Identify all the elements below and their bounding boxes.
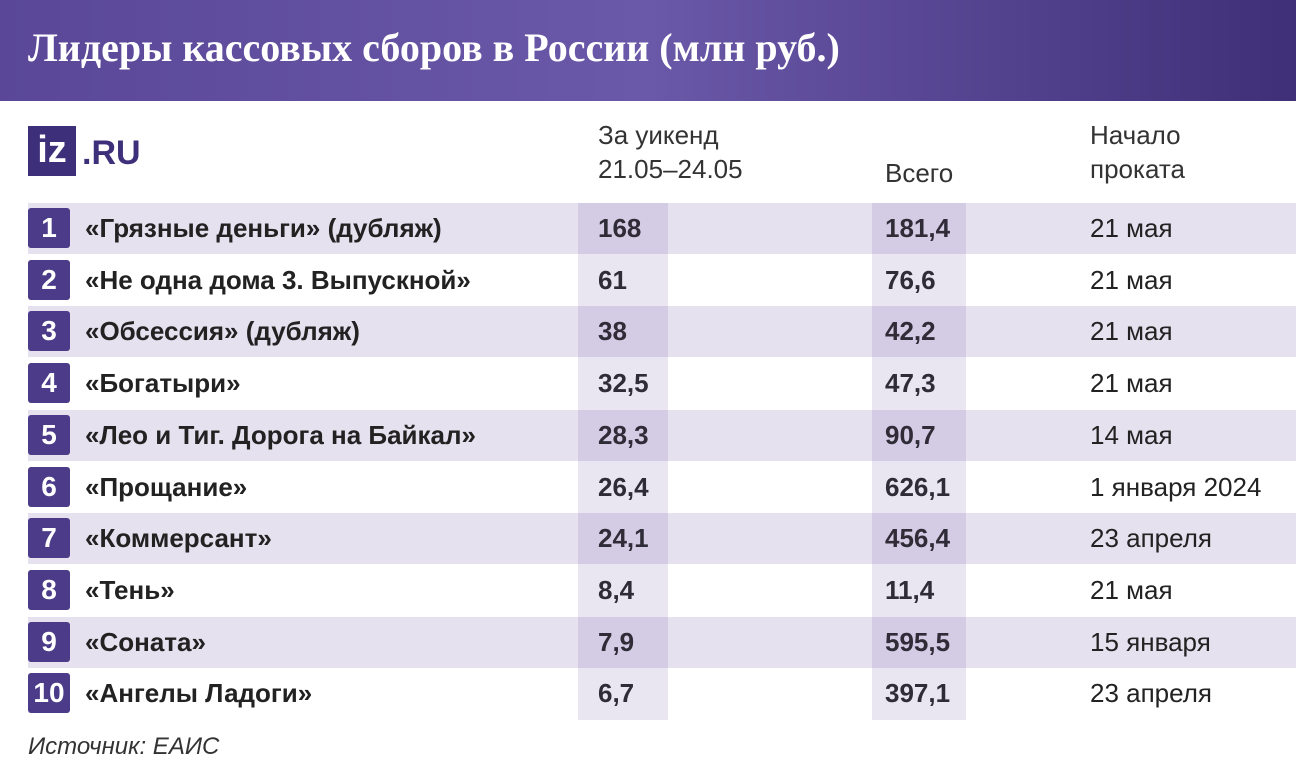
release-date: 21 мая bbox=[1090, 574, 1173, 605]
table-row: 7 «Коммерсант» 24,1 456,4 23 апреля bbox=[28, 513, 1296, 565]
column-highlight bbox=[578, 203, 668, 720]
table-row: 4 «Богатыри» 32,5 47,3 21 мая bbox=[28, 358, 1296, 410]
release-date: 23 апреля bbox=[1090, 678, 1212, 709]
rank-badge: 1 bbox=[28, 208, 70, 248]
rank-badge: 4 bbox=[28, 363, 70, 404]
logo-text: .RU bbox=[82, 134, 141, 172]
header-band: Лидеры кассовых сборов в России (млн руб… bbox=[0, 0, 1296, 101]
table-row: 3 «Обсессия» (дубляж) 38 42,2 21 мая bbox=[28, 306, 1296, 358]
release-date: 23 апреля bbox=[1090, 523, 1212, 554]
table-row: 2 «Не одна дома 3. Выпускной» 61 76,6 21 мая bbox=[28, 254, 1296, 306]
film-title: «Коммерсант» bbox=[85, 523, 272, 554]
weekend-gross: 8,4 bbox=[598, 574, 635, 605]
title: Лидеры кассовых сборов в России (млн руб… bbox=[28, 25, 840, 70]
film-title: «Тень» bbox=[85, 574, 175, 605]
weekend-gross: 7,9 bbox=[598, 626, 635, 657]
rank-badge: 7 bbox=[28, 518, 70, 559]
release-date: 21 мая bbox=[1090, 264, 1173, 295]
film-title: «Соната» bbox=[85, 626, 206, 657]
release-date: 1 января 2024 bbox=[1090, 471, 1262, 502]
rank-badge: 6 bbox=[28, 466, 70, 507]
weekend-gross: 6,7 bbox=[598, 678, 635, 709]
release-date: 21 мая bbox=[1090, 368, 1173, 399]
total-gross: 181,4 bbox=[885, 213, 951, 243]
rank-badge: 8 bbox=[28, 569, 70, 610]
weekend-gross: 26,4 bbox=[598, 471, 649, 502]
total-gross: 626,1 bbox=[885, 471, 951, 502]
column-header: Всего bbox=[885, 158, 954, 188]
film-title: «Прощание» bbox=[85, 471, 248, 502]
total-gross: 47,3 bbox=[885, 368, 936, 399]
weekend-gross: 38 bbox=[598, 316, 627, 347]
table-row: 9 «Соната» 7,9 595,5 15 января bbox=[28, 616, 1296, 668]
rank-badge: 9 bbox=[28, 621, 70, 662]
table-row: 5 «Лео и Тиг. Дорога на Байкал» 28,3 90,7 14… bbox=[28, 409, 1296, 461]
release-date: 15 января bbox=[1090, 626, 1211, 657]
table-row: 1 «Грязные деньги» (дубляж) 168 181,4 21 мая bbox=[28, 203, 1296, 254]
rank-badge: 2 bbox=[28, 259, 70, 300]
total-gross: 90,7 bbox=[885, 419, 936, 450]
table-row: 6 «Прощание» 26,4 626,1 1 января 2024 bbox=[28, 461, 1296, 513]
rank-badge: 10 bbox=[28, 673, 70, 714]
film-title: «Богатыри» bbox=[85, 368, 241, 399]
film-title: «Грязные деньги» (дубляж) bbox=[85, 213, 442, 243]
table-row: 10 «Ангелы Ладоги» 6,7 397,1 23 апреля bbox=[28, 668, 1296, 720]
column-highlight bbox=[872, 203, 966, 720]
total-gross: 456,4 bbox=[885, 523, 951, 554]
film-title: «Не одна дома 3. Выпускной» bbox=[85, 264, 471, 295]
total-gross: 595,5 bbox=[885, 626, 951, 657]
weekend-gross: 61 bbox=[598, 264, 627, 295]
source: Источник: ЕАИС bbox=[28, 733, 220, 760]
logo-box: iz bbox=[28, 126, 76, 176]
release-date: 21 мая bbox=[1090, 213, 1173, 243]
film-title: «Ангелы Ладоги» bbox=[85, 678, 313, 709]
total-gross: 397,1 bbox=[885, 678, 951, 709]
rank-badge: 3 bbox=[28, 311, 70, 352]
weekend-gross: 168 bbox=[598, 213, 642, 243]
total-gross: 11,4 bbox=[885, 574, 935, 605]
weekend-gross: 24,1 bbox=[598, 523, 649, 554]
total-gross: 76,6 bbox=[885, 264, 936, 295]
rank-badge: 5 bbox=[28, 414, 70, 455]
weekend-gross: 28,3 bbox=[598, 419, 649, 450]
weekend-gross: 32,5 bbox=[598, 368, 649, 399]
table-row: 8 «Тень» 8,4 11,4 21 мая bbox=[28, 564, 1296, 616]
film-title: «Лео и Тиг. Дорога на Байкал» bbox=[85, 419, 476, 450]
total-gross: 42,2 bbox=[885, 316, 936, 347]
film-title: «Обсессия» (дубляж) bbox=[85, 316, 360, 347]
column-header: Начало проката bbox=[1090, 120, 1185, 184]
release-date: 14 мая bbox=[1090, 419, 1173, 450]
release-date: 21 мая bbox=[1090, 316, 1173, 347]
column-header: За уикенд 21.05–24.05 bbox=[598, 120, 743, 184]
